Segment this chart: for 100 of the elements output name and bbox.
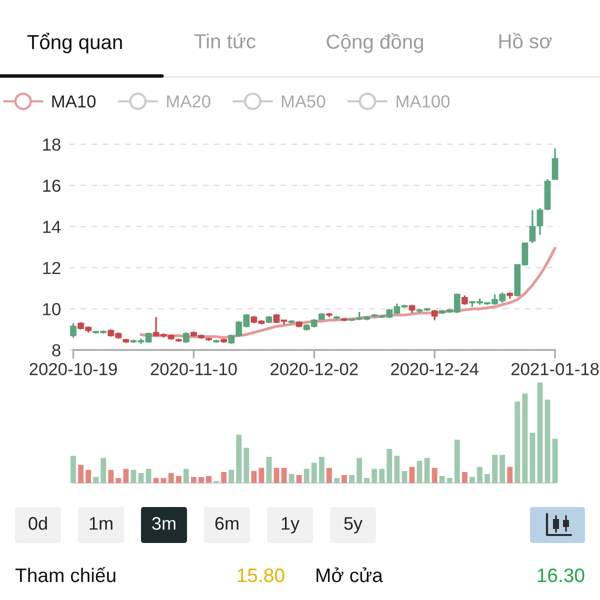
text: Tham chiếu (15, 567, 116, 582)
bar (537, 382, 543, 483)
text: 15.80 (238, 568, 284, 582)
y-tick-label: 10 (43, 303, 60, 316)
bar (424, 458, 430, 483)
x-tick-label: 2020-12-02 (270, 362, 358, 376)
y-tick-label: 8 (52, 344, 60, 356)
bar (372, 468, 378, 483)
y-tick-label: 12 (43, 262, 60, 274)
text: Tổng quan (27, 32, 122, 54)
bar (206, 476, 212, 483)
bar (552, 438, 558, 483)
candlestick (431, 309, 438, 322)
x-tick-label: 2021-01-18 (512, 362, 599, 376)
bar (70, 456, 76, 483)
bar (416, 460, 422, 483)
y-tick-label: 14 (43, 220, 61, 233)
bar (78, 464, 84, 483)
bar (258, 468, 264, 483)
bar (342, 474, 347, 483)
text: 16.30 (538, 568, 584, 582)
text: 5y (344, 517, 362, 534)
y-tick-label: 16 (43, 180, 60, 192)
bar (462, 472, 468, 483)
legend-label: MA100 (396, 95, 450, 108)
bar (477, 466, 482, 483)
bar (116, 478, 122, 483)
bar (168, 472, 174, 483)
text: 1m (90, 517, 112, 530)
bar (402, 470, 408, 483)
bar (244, 448, 250, 483)
x-tick-label: 2020-10-19 (30, 362, 117, 376)
bar (198, 476, 204, 483)
bar (183, 468, 189, 483)
bar (228, 470, 234, 483)
bar (108, 470, 114, 483)
bar (446, 478, 452, 483)
bar (160, 478, 166, 483)
text: 1y (282, 517, 300, 534)
bar (394, 456, 400, 483)
line-series (140, 246, 556, 340)
text: 3m (152, 517, 176, 530)
bar (507, 466, 513, 483)
text: Tin tức (194, 33, 256, 48)
bar (530, 432, 536, 483)
bar (138, 472, 144, 483)
bar (432, 468, 438, 483)
bar (484, 474, 490, 483)
text: Cộng đồng (326, 33, 423, 53)
bar (349, 474, 354, 483)
candlestick (182, 332, 190, 344)
x-tick-label: 2020-12-24 (391, 362, 478, 376)
text: 6m (215, 517, 238, 530)
bar (334, 478, 340, 483)
bar (492, 454, 498, 483)
bar (326, 468, 332, 483)
bar (146, 468, 152, 483)
bar (514, 402, 520, 483)
candlestick (529, 209, 536, 244)
bar (190, 476, 196, 483)
bar (296, 474, 302, 483)
candlestick (70, 322, 76, 338)
bar (409, 466, 415, 483)
bar (454, 440, 460, 483)
bar (236, 434, 242, 483)
bar (356, 458, 362, 483)
candlestick (552, 148, 558, 180)
legend-label: MA20 (167, 95, 210, 108)
bar (544, 400, 550, 483)
bar (379, 468, 385, 483)
bar (274, 468, 280, 483)
bar (470, 476, 475, 483)
bar (176, 476, 182, 483)
bar (153, 478, 159, 483)
bar (311, 462, 317, 483)
bar (288, 474, 294, 483)
bar (281, 468, 287, 483)
bar (251, 470, 257, 483)
bar (364, 478, 370, 483)
bar (100, 458, 106, 483)
candlestick (536, 207, 544, 236)
legend-label: MA50 (282, 95, 326, 108)
bar (93, 476, 99, 483)
bar (266, 456, 272, 483)
x-tick-label: 2020-11-10 (150, 362, 237, 376)
legend-label: MA10 (52, 95, 96, 108)
bar (500, 454, 506, 483)
y-tick-label: 18 (43, 138, 60, 151)
text: 0d (28, 516, 47, 530)
bar (86, 470, 92, 483)
bar (318, 456, 324, 483)
bar (386, 448, 392, 483)
bar (130, 470, 136, 483)
bar (304, 468, 310, 483)
bar (522, 394, 528, 483)
bar (123, 468, 129, 483)
bar (221, 472, 227, 483)
text: Mở cửa (316, 567, 383, 582)
bar (439, 476, 445, 483)
text: Hồ sơ (499, 32, 552, 48)
